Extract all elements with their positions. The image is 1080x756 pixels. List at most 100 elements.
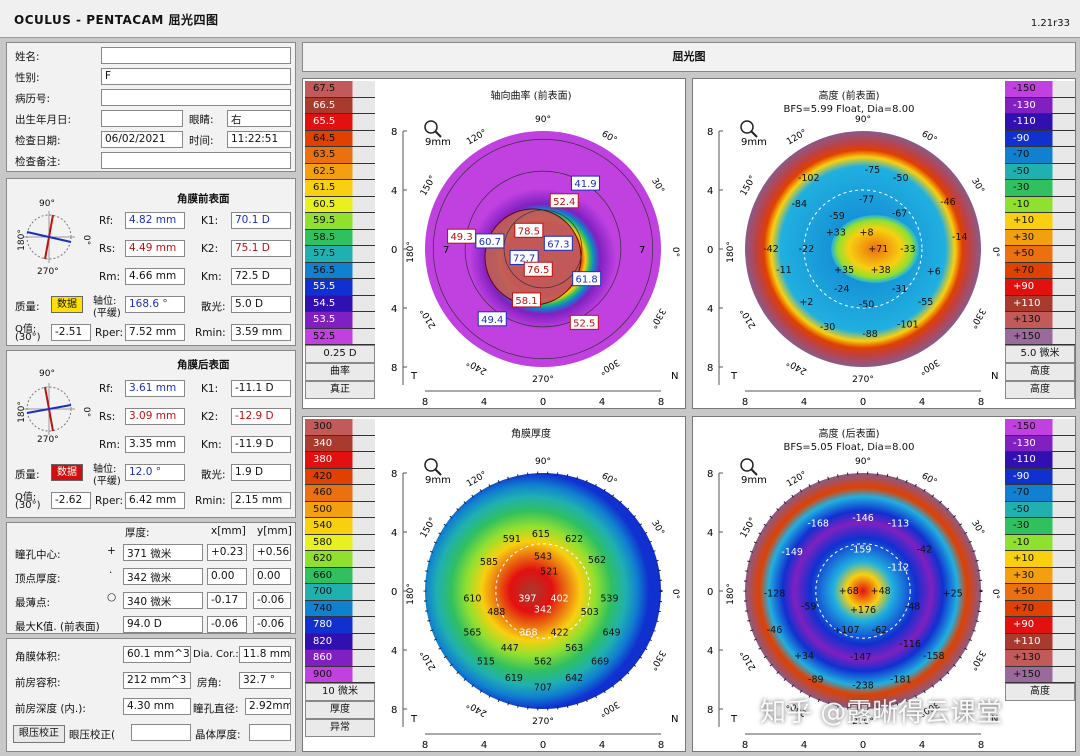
iop-button[interactable]: 眼压校正: [13, 725, 65, 743]
dob-field[interactable]: [101, 110, 183, 127]
front-axis-sub: (平缓): [93, 308, 121, 319]
elevf-value-4: -77: [859, 194, 875, 205]
elevb-value-22: -238: [852, 680, 874, 691]
pachy-xtick-1: 4: [481, 740, 487, 751]
elevb-angle-7: 210°: [739, 648, 759, 672]
pachy-apex-x: 0.00: [207, 568, 247, 585]
axial-value-box-11: [569, 314, 599, 330]
elevb-angle-8: 330°: [968, 648, 988, 672]
sex-field[interactable]: F: [101, 68, 291, 85]
pachy-value-8: 397: [518, 593, 536, 604]
elevf-map-title: 高度 (前表面): [819, 89, 880, 102]
back-elevation-map[interactable]: 高度 (后表面) BFS=5.05 Float, Dia=8.00 9mm 8 8 4 4 0…: [693, 417, 1005, 752]
elevf-angle-8: 330°: [968, 306, 988, 330]
axial-xtick-0: 8: [422, 397, 428, 408]
axial-value-box-9: [511, 292, 541, 308]
note-field[interactable]: [101, 152, 291, 169]
elevf-scale-2: -110: [1005, 114, 1075, 131]
elevf-nasal-label: N: [991, 371, 998, 382]
id-field[interactable]: [101, 89, 291, 106]
elevf-zoom-icon[interactable]: [740, 120, 758, 138]
elevf-angle-9: 240°: [785, 357, 809, 377]
pachy-scale-step: 10 微米: [305, 683, 375, 701]
acd-value: 4.30 mm: [123, 698, 191, 715]
front-deg0: 0°: [81, 234, 92, 246]
elevb-xtick-4: 8: [978, 740, 984, 751]
pachymetry-scale[interactable]: 300 340 380 420 460 500 540 580 620 660 700 740 780 8…: [305, 419, 375, 737]
pachy-kmax-label: 最大K值. (前表面): [15, 621, 100, 633]
axial-angle-7: 210°: [419, 306, 439, 330]
pachy-angle-5: 180°: [406, 583, 416, 605]
back-axis-label: 轴位:: [93, 464, 117, 475]
elevb-value-2: -113: [888, 519, 910, 530]
axial-scale-btn2[interactable]: 真正: [305, 381, 375, 399]
elevb-ytick-3: 4: [707, 646, 713, 657]
elevb-angle-11: 270°: [852, 717, 874, 727]
iop-label: 眼压校正(: [69, 729, 116, 741]
date-label: 检查日期:: [15, 135, 61, 147]
elevf-scale-12: +90: [1005, 279, 1075, 296]
back-k2: -12.9 D: [231, 408, 291, 425]
axial-scale-8: 59.5: [305, 213, 375, 230]
app-version: 1.21r33: [1030, 18, 1070, 29]
elevf-scale-14: +130: [1005, 312, 1075, 329]
elevb-angle-2: 60°: [920, 471, 939, 488]
axial-ring-1: [464, 170, 622, 328]
pachy-scale-btn1[interactable]: 厚度: [305, 701, 375, 719]
back-rmin-label: Rmin:: [195, 495, 226, 507]
pachy-apex: 342 微米: [123, 568, 203, 585]
elevb-value-7: -128: [764, 588, 786, 599]
axial-angle-1: 120°: [465, 128, 489, 148]
front-quality-badge[interactable]: 数据: [51, 296, 83, 313]
pachy-zoom-icon[interactable]: [424, 458, 442, 476]
pachy-value-1: 591: [503, 534, 521, 545]
elevb-zoom-icon[interactable]: [740, 458, 758, 476]
dot-icon: ·: [109, 567, 113, 579]
back-quality-badge[interactable]: 数据: [51, 464, 83, 481]
elevb-value-8: +68: [839, 586, 859, 597]
back-k2-label: K2:: [201, 411, 219, 423]
elevb-angle-3: 150°: [739, 516, 759, 540]
elevf-scale-btn1[interactable]: 高度: [1005, 363, 1075, 381]
pachy-xtick-3: 4: [599, 740, 605, 751]
axial-ytick-1: 4: [391, 186, 397, 197]
elevb-scale-5: -50: [1005, 501, 1075, 518]
front-rm: 4.66 mm: [125, 268, 185, 285]
pachy-nasal-label: N: [671, 714, 678, 725]
circle-icon: ○: [107, 591, 117, 603]
pachy-scale-btn2[interactable]: 异常: [305, 719, 375, 737]
elevf-value-12: +71: [868, 244, 888, 255]
elevb-value-10: +25: [943, 588, 963, 599]
front-q: -2.51: [51, 324, 91, 341]
axial-scale-btn1[interactable]: 曲率: [305, 363, 375, 381]
axial-ytick-0: 8: [391, 127, 397, 138]
elevb-scale-8: +10: [1005, 551, 1075, 568]
elevb-scale-3: -90: [1005, 468, 1075, 485]
axial-scale-11: 56.5: [305, 262, 375, 279]
date-field[interactable]: 06/02/2021: [101, 131, 183, 148]
pachy-scale-8: 620: [305, 551, 375, 568]
axial-zoom-icon[interactable]: [424, 120, 442, 138]
time-label: 时间:: [189, 135, 214, 147]
name-field[interactable]: [101, 47, 291, 64]
axial-map[interactable]: 轴向曲率 (前表面) 9mm 8 8 4 4 0 0 4 4 8 8 T N 90° 120° 60° 150° 3…: [377, 79, 685, 409]
pachy-value-23: 619: [505, 673, 523, 684]
dia-label: Dia. Cor.:: [193, 649, 239, 660]
front-elevation-scale[interactable]: -150 -130 -110 -90 -70 -50 -30 -10 +10 +30 +50 +70 +…: [1005, 81, 1075, 399]
pachy-thin-label: 最薄点:: [15, 597, 51, 609]
elevb-scale-btn1[interactable]: 高度: [1005, 683, 1075, 701]
back-rm: 3.35 mm: [125, 436, 185, 453]
elevf-value-1: -102: [798, 173, 820, 184]
back-astig: 1.9 D: [231, 464, 291, 481]
eye-field[interactable]: 右: [227, 110, 291, 127]
front-elevation-map[interactable]: 高度 (前表面) BFS=5.99 Float, Dia=8.00 9mm 8 8 4 4 0…: [693, 79, 1005, 409]
pachy-scale-9: 660: [305, 567, 375, 584]
front-rs: 4.49 mm: [125, 240, 185, 257]
axial-scale[interactable]: 67.5 66.5 65.5 64.5 63.5 62.5 61.5 60.5 59.5 58.5…: [305, 81, 375, 399]
elevf-scale-btn2[interactable]: 高度: [1005, 381, 1075, 399]
back-elevation-scale[interactable]: -150 -130 -110 -90 -70 -50 -30 -10 +10 +30 +50 +70 +…: [1005, 419, 1075, 701]
time-field[interactable]: 11:22:51: [227, 131, 291, 148]
elevf-value-18: +6: [927, 266, 941, 277]
back-astig-label: 散光:: [201, 469, 226, 481]
